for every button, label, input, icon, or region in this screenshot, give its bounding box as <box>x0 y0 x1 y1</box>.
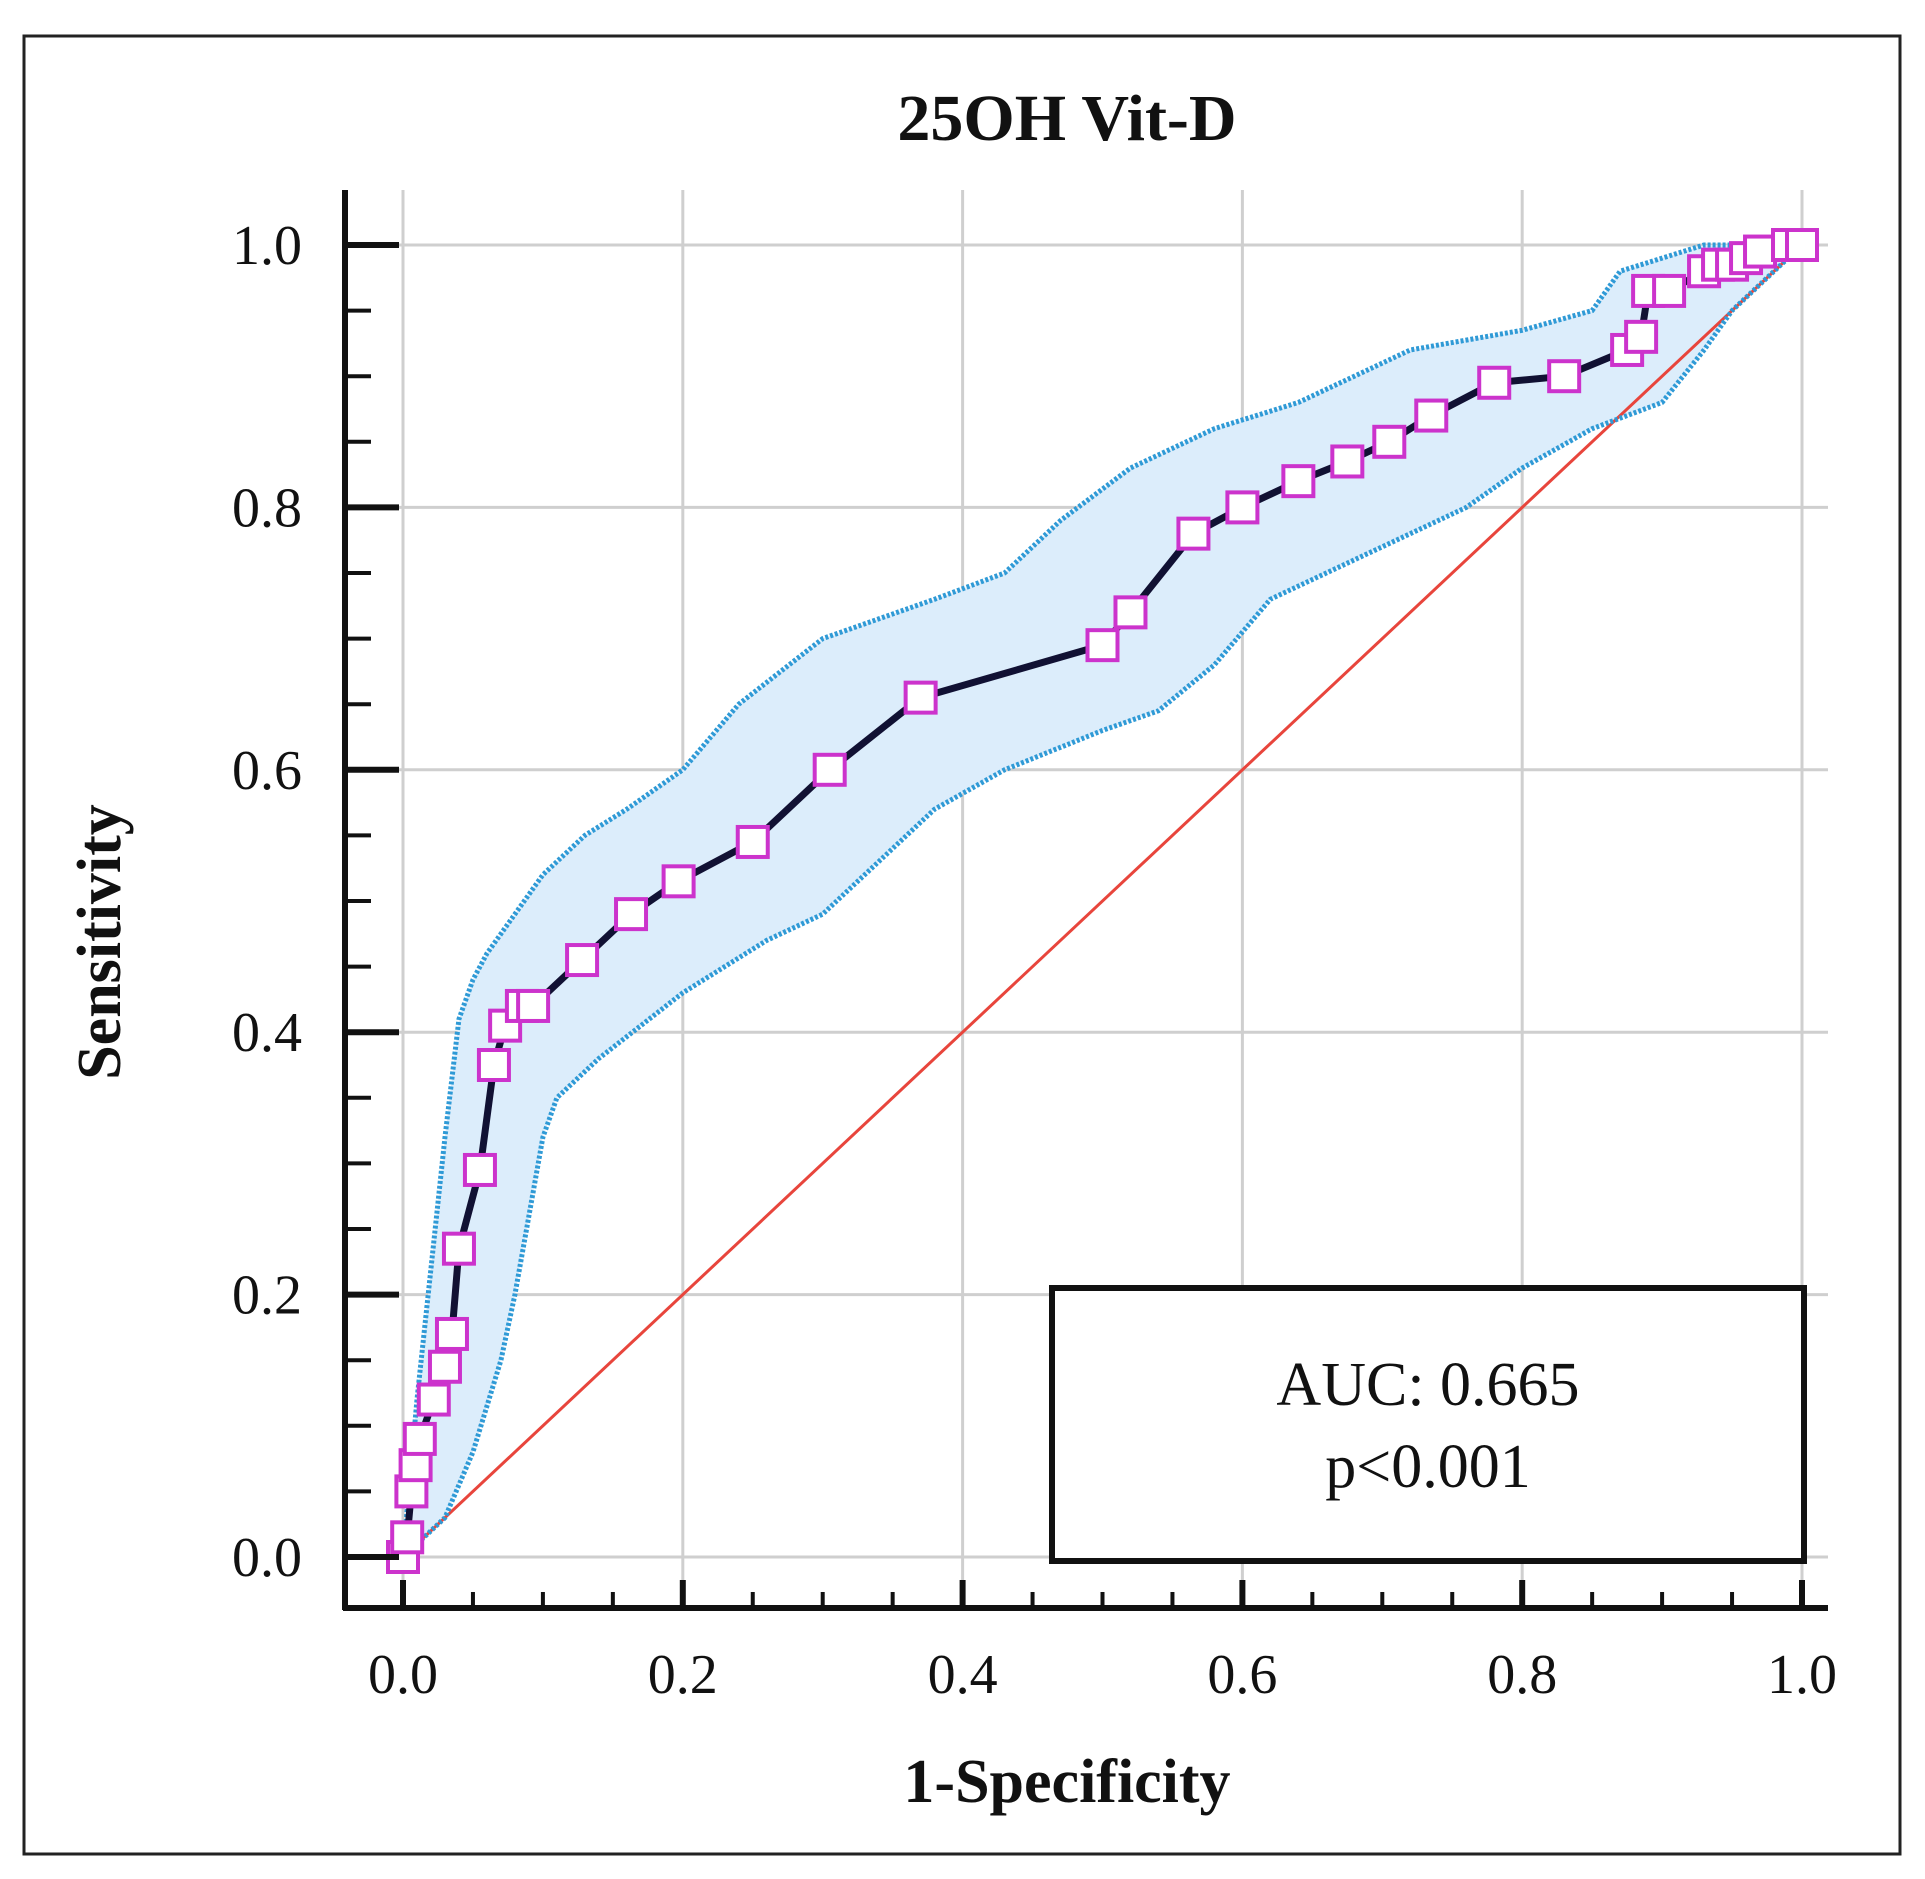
annotation-frame <box>1049 1285 1807 1564</box>
y-tick-label-5: 1.0 <box>232 215 302 277</box>
roc-point-21 <box>1113 595 1148 630</box>
y-tick-label-0: 0.0 <box>232 1527 302 1589</box>
roc-point-20 <box>1085 628 1120 663</box>
x-tick-label-1: 0.2 <box>648 1644 718 1706</box>
y-tick-label-4: 0.8 <box>232 477 302 539</box>
roc-point-29 <box>1547 359 1582 394</box>
roc-point-6 <box>427 1349 462 1384</box>
ci-upper-line <box>400 242 1802 1558</box>
x-tick-label-5: 1.0 <box>1767 1644 1837 1706</box>
roc-point-25 <box>1330 444 1365 479</box>
x-tick-label-2: 0.4 <box>928 1644 998 1706</box>
roc-point-9 <box>462 1152 497 1187</box>
ci-lower-line <box>401 243 1804 1559</box>
roc-point-8 <box>441 1231 476 1266</box>
roc-point-5 <box>416 1382 451 1417</box>
roc-point-1 <box>390 1520 425 1555</box>
p-value-label: p<0.001 <box>1325 1433 1530 1501</box>
roc-point-15 <box>614 897 649 932</box>
roc-point-33 <box>1652 273 1687 308</box>
roc-point-31 <box>1624 319 1659 354</box>
annotation-box: AUC: 0.665 p<0.001 <box>1049 1285 1807 1564</box>
axes <box>342 190 1828 1611</box>
roc-point-10 <box>476 1048 511 1082</box>
auc-label: AUC: 0.665 <box>1276 1351 1579 1419</box>
roc-point-17 <box>735 824 770 859</box>
roc-point-16 <box>661 864 696 899</box>
roc-point-28 <box>1477 365 1512 400</box>
roc-point-13 <box>516 988 551 1023</box>
roc-point-4 <box>402 1421 437 1456</box>
roc-point-14 <box>565 943 600 978</box>
roc-point-18 <box>812 752 847 787</box>
roc-point-24 <box>1281 464 1316 499</box>
reference-diagonal-line <box>401 243 1804 1559</box>
y-tick-label-2: 0.4 <box>232 1002 302 1064</box>
roc-point-38 <box>1743 234 1778 269</box>
x-tick-label-4: 0.8 <box>1487 1644 1557 1706</box>
confidence-lines <box>400 242 1804 1559</box>
x-tick-label-0: 0.0 <box>368 1644 438 1706</box>
x-tick-label-3: 0.6 <box>1207 1644 1277 1706</box>
chart-title: 25OH Vit-D <box>897 82 1236 155</box>
roc-point-22 <box>1176 516 1211 551</box>
roc-markers <box>386 228 1819 1574</box>
roc-point-40 <box>1785 228 1819 262</box>
y-tick-label-3: 0.6 <box>232 740 302 802</box>
roc-point-19 <box>903 680 938 715</box>
roc-point-26 <box>1372 424 1407 459</box>
y-axis-label: Sensitivity <box>66 804 134 1080</box>
y-tick-label-1: 0.2 <box>232 1265 302 1327</box>
tick-labels: 0.0 0.2 0.4 0.6 0.8 1.0 0.0 0.2 0.4 0.6 0.8 1.0 <box>232 215 1837 1706</box>
x-axis-label: 1-Specificity <box>903 1748 1230 1816</box>
roc-point-27 <box>1414 398 1449 433</box>
roc-point-23 <box>1225 490 1260 525</box>
roc-point-7 <box>434 1316 469 1351</box>
reference-line <box>401 243 1804 1559</box>
